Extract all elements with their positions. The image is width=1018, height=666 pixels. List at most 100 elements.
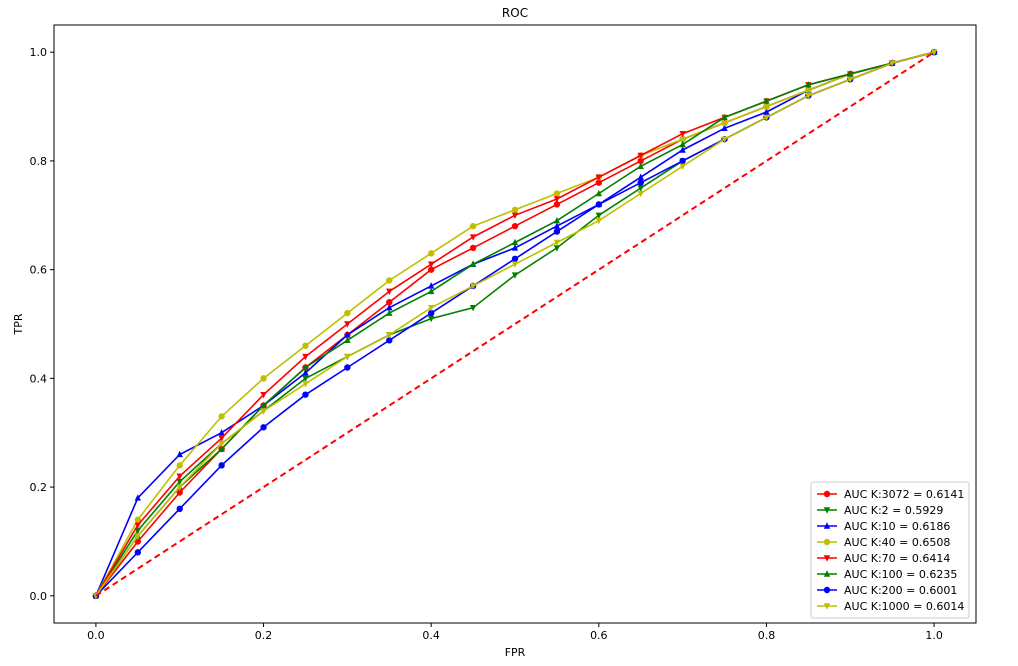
data-point [553,190,561,197]
x-axis-ticks: 0.0 0.2 0.4 0.6 0.8 1.0 [87,623,943,642]
data-point [679,140,686,148]
data-point [763,114,770,122]
data-point [679,163,686,171]
legend-marker [823,555,831,562]
data-point [511,272,519,279]
legend-entry: AUC K:100 = 0.6235 [817,568,957,581]
data-point [595,189,603,197]
data-point [595,212,603,219]
data-point [427,250,435,257]
data-point [511,206,519,214]
data-point [679,157,686,165]
series-7 [92,49,938,600]
data-point [302,353,309,361]
data-point [721,119,728,127]
y-tick-label: 0.4 [30,372,48,385]
data-point [302,375,309,383]
y-tick-label: 0.8 [30,155,48,168]
data-point [344,336,351,344]
data-point [511,255,519,262]
legend-label: AUC K:3072 = 0.6141 [844,488,964,501]
data-point [553,201,561,208]
data-point [218,413,225,420]
data-point [386,277,393,284]
legend-label: AUC K:40 = 0.6508 [844,536,950,549]
data-point [176,450,183,458]
x-tick-label: 0.6 [590,629,608,642]
data-point [637,157,644,165]
data-point [134,516,142,523]
data-point [511,212,519,219]
x-tick-label: 0.4 [422,629,440,642]
data-point [260,391,267,399]
data-point [553,196,561,203]
data-point [847,70,854,77]
data-point [134,533,142,540]
data-point [344,353,351,361]
y-axis-label: TPR [12,313,25,335]
data-point [511,244,519,251]
x-tick-label: 0.0 [87,629,105,642]
legend-marker [823,538,831,546]
legend-entry: AUC K:2 = 0.5929 [817,504,943,517]
data-point [344,309,351,317]
data-point [469,222,477,230]
data-point [679,131,686,138]
y-tick-label: 0.6 [30,264,48,277]
data-point [134,549,142,556]
legend-marker [823,522,831,529]
data-point [427,309,435,317]
legend-marker [823,603,831,610]
data-point [511,222,519,230]
data-point [469,260,477,267]
data-point [721,124,728,131]
data-point [805,81,812,88]
data-point [386,337,393,344]
data-point [469,234,477,241]
data-point [344,331,351,338]
data-point [176,478,183,486]
data-point [302,369,309,376]
data-point [427,266,435,273]
data-point [134,522,142,529]
data-point [637,152,644,160]
data-point [302,363,309,371]
data-point [386,309,393,316]
data-point [679,146,686,153]
data-point [637,185,644,192]
legend: AUC K:3072 = 0.6141 AUC K:2 = 0.5929 AUC K… [810,481,970,619]
data-point [302,342,309,349]
data-point [805,92,812,100]
data-point [218,445,225,452]
data-point [805,87,812,94]
legend-label: AUC K:2 = 0.5929 [844,504,943,517]
data-point [176,473,183,480]
data-point [386,299,393,306]
data-point [386,288,393,296]
data-point [930,49,938,56]
y-tick-label: 0.2 [30,481,48,494]
legend-label: AUC K:10 = 0.6186 [844,520,950,533]
data-point [553,217,561,224]
x-axis-label: FPR [505,646,526,659]
reference-diagonal-line [95,51,935,597]
data-point [763,108,770,115]
legend-entry: AUC K:200 = 0.6001 [817,584,957,597]
legend-marker [823,507,831,514]
data-point [260,375,267,382]
data-point [218,462,225,469]
data-point [553,228,561,235]
data-point [218,440,225,448]
data-point [595,201,603,208]
data-point [763,103,770,110]
y-tick-label: 1.0 [30,46,48,59]
data-point [637,162,644,170]
data-point [344,364,351,371]
data-point [637,190,644,198]
data-point [427,315,435,323]
data-point [763,97,770,104]
legend-box [810,481,970,619]
data-point [386,332,393,339]
data-point [302,391,309,398]
